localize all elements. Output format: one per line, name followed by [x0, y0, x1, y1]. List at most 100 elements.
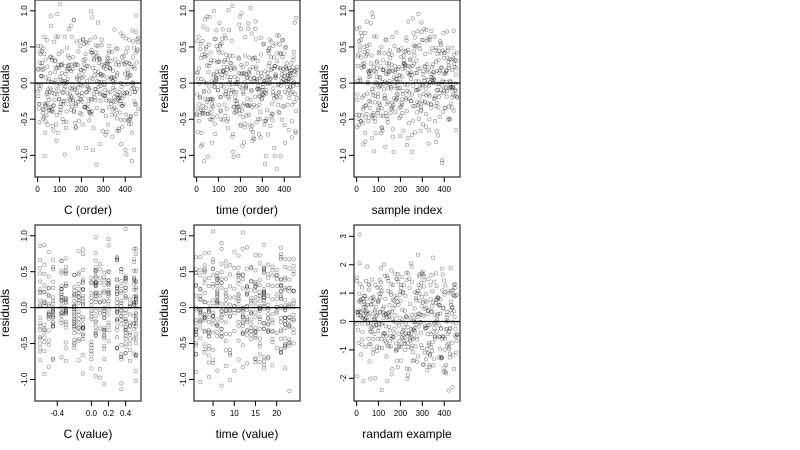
data-point: [398, 114, 403, 119]
data-point: [274, 33, 279, 38]
data-point: [446, 117, 451, 122]
data-point: [211, 257, 216, 262]
data-point: [209, 102, 214, 107]
data-point: [42, 34, 47, 39]
data-point: [430, 340, 435, 345]
data-point: [132, 336, 137, 341]
data-point: [282, 74, 287, 79]
data-point: [80, 247, 85, 252]
data-point: [385, 273, 390, 278]
data-point: [292, 80, 297, 85]
data-point: [245, 103, 250, 108]
data-point: [286, 76, 291, 81]
data-point: [133, 280, 138, 285]
data-point: [287, 323, 292, 328]
data-point: [383, 96, 388, 101]
data-point: [222, 92, 227, 97]
data-point: [423, 87, 428, 92]
data-point: [426, 343, 431, 348]
data-point: [428, 353, 433, 358]
data-point: [53, 77, 58, 82]
data-point: [265, 132, 270, 137]
data-point: [396, 302, 401, 307]
data-point: [271, 66, 276, 71]
data-point: [206, 70, 211, 75]
data-point: [407, 367, 412, 372]
data-point: [453, 72, 458, 77]
data-point: [76, 358, 81, 363]
data-point: [235, 102, 240, 107]
data-point: [382, 96, 387, 101]
data-point: [46, 342, 51, 347]
data-point: [213, 132, 218, 137]
data-point: [219, 301, 224, 306]
data-point: [42, 271, 47, 276]
data-point: [389, 62, 394, 67]
data-point: [209, 107, 214, 112]
data-point: [359, 352, 364, 357]
data-point: [431, 96, 436, 101]
data-point: [77, 97, 82, 102]
x-tick-label: 100: [372, 185, 386, 194]
data-point: [230, 132, 235, 137]
data-point: [44, 75, 49, 80]
data-point: [226, 94, 231, 99]
data-point: [65, 91, 70, 96]
data-point: [411, 83, 416, 88]
data-point: [110, 134, 115, 139]
data-point: [240, 143, 245, 148]
data-point: [450, 46, 455, 51]
data-point: [240, 277, 245, 282]
y-tick-label: 1.0: [20, 5, 29, 17]
data-point: [38, 243, 43, 248]
data-point: [374, 314, 379, 319]
data-point: [109, 101, 114, 106]
data-point: [413, 313, 418, 318]
data-point: [50, 308, 55, 313]
data-point: [81, 38, 86, 43]
data-point: [445, 89, 450, 94]
plot-frame: [34, 0, 142, 178]
data-point: [48, 23, 53, 28]
data-point: [102, 381, 107, 386]
data-point: [415, 103, 420, 108]
data-point: [422, 64, 427, 69]
data-point: [39, 74, 44, 79]
data-point: [38, 327, 43, 332]
data-point: [38, 298, 43, 303]
data-point: [206, 360, 211, 365]
data-point: [133, 354, 138, 359]
data-point: [397, 116, 402, 121]
data-point: [386, 85, 391, 90]
data-point: [266, 321, 271, 326]
data-point: [219, 326, 224, 331]
data-point: [228, 272, 233, 277]
data-point: [431, 255, 436, 260]
data-point: [390, 367, 395, 372]
data-point: [450, 68, 455, 73]
data-point: [106, 327, 111, 332]
data-point: [362, 305, 367, 310]
data-point: [68, 86, 73, 91]
data-point: [416, 252, 421, 257]
data-point: [79, 94, 84, 99]
data-point: [94, 89, 99, 94]
data-point: [93, 299, 98, 304]
data-point: [106, 307, 111, 312]
data-point: [376, 325, 381, 330]
data-point: [123, 50, 128, 55]
data-point: [47, 90, 52, 95]
data-point: [418, 46, 423, 51]
data-point: [93, 279, 98, 284]
data-point: [412, 306, 417, 311]
data-point: [119, 387, 124, 392]
data-point: [371, 111, 376, 116]
data-point: [115, 257, 120, 262]
data-point: [203, 46, 208, 51]
data-point: [59, 258, 64, 263]
data-point: [119, 142, 124, 147]
data-point: [388, 85, 393, 90]
data-point: [136, 107, 141, 112]
data-point: [361, 313, 366, 318]
data-point: [109, 98, 114, 103]
